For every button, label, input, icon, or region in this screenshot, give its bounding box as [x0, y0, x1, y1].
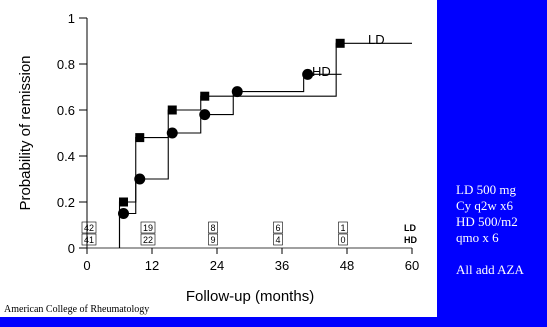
km-chart: 0 0.2 0.4 0.6 0.8 1 0 12 24 36 48 60 LD HD 42 19 8 6 1 LD… [17, 11, 419, 305]
x-tick-label: 48 [340, 258, 354, 273]
x-tick-label: 60 [405, 258, 419, 273]
at-risk-box [208, 233, 218, 246]
y-tick-label: 0.8 [57, 57, 75, 72]
at-risk-count: 8 [210, 223, 215, 233]
at-risk-box [81, 233, 97, 246]
marker-hd [166, 127, 178, 139]
at-risk-box [140, 221, 156, 234]
at-risk-box [273, 221, 283, 234]
marker-hd [134, 173, 146, 185]
at-risk-count: 6 [275, 223, 280, 233]
marker-ld [135, 133, 145, 143]
side-notes: LD 500 mg Cy q2w x6 HD 500/m2 qmo x 6 All ad… [456, 182, 546, 278]
at-risk-box [273, 233, 283, 246]
marker-ld [200, 91, 210, 101]
series-label-hd: HD [312, 64, 331, 79]
series-line-hd [118, 73, 342, 248]
series-line-ld [118, 42, 412, 248]
survival-steps [118, 42, 412, 248]
marker-ld [335, 38, 345, 48]
at-risk-count: 1 [340, 223, 345, 233]
marker-hd [231, 86, 243, 98]
marker-hd [302, 68, 314, 80]
x-axis-label: Follow-up (months) [186, 288, 314, 305]
figure-panel: 0 0.2 0.4 0.6 0.8 1 0 12 24 36 48 60 LD HD 42 19 8 6 1 LD… [0, 0, 437, 317]
side-note-line [456, 246, 546, 262]
x-tick-label: 0 [83, 258, 90, 273]
x-tick-label: 12 [145, 258, 159, 273]
at-risk-box [81, 221, 97, 234]
marker-ld [167, 105, 177, 115]
at-risk-count: 42 [84, 223, 94, 233]
at-risk-box [338, 233, 348, 246]
at-risk-count: 9 [210, 235, 215, 245]
at-risk-box [208, 221, 218, 234]
at-risk-count: 22 [143, 235, 153, 245]
side-note-line: qmo x 6 [456, 230, 499, 245]
at-risk-box [140, 233, 156, 246]
marker-hd [118, 208, 129, 219]
source-credit: American College of Rheumatology [4, 304, 150, 315]
y-axis-label: Probability of remission [17, 55, 34, 210]
y-tick-label: 0.6 [57, 103, 75, 118]
series-label-ld: LD [368, 32, 385, 47]
side-note-line: All add AZA [456, 262, 524, 277]
y-tick-label: 0.4 [57, 149, 75, 164]
side-note-line: LD 500 mg [456, 182, 516, 197]
at-risk-table: 42 19 8 6 1 LD 41 22 9 4 0 HD [81, 221, 417, 246]
side-note-line: HD 500/m2 [456, 214, 518, 229]
at-risk-row-label: HD [404, 235, 417, 245]
at-risk-count: 19 [143, 223, 153, 233]
side-note-line: Cy q2w x6 [456, 198, 514, 213]
at-risk-count: 4 [275, 235, 280, 245]
data-markers: LD HD [118, 32, 385, 219]
x-tick-label: 36 [275, 258, 289, 273]
marker-ld [119, 197, 128, 207]
y-tick-label: 0 [68, 241, 75, 256]
at-risk-count: 41 [84, 235, 94, 245]
marker-hd [199, 109, 211, 121]
x-tick-label: 24 [210, 258, 224, 273]
at-risk-count: 0 [340, 235, 345, 245]
y-tick-label: 0.2 [57, 195, 75, 210]
y-tick-label: 1 [68, 11, 75, 26]
at-risk-box [338, 221, 348, 234]
at-risk-row-label: LD [404, 223, 416, 233]
axes: 00.20.40.60.810 12 24 36 48 60 [57, 11, 419, 273]
